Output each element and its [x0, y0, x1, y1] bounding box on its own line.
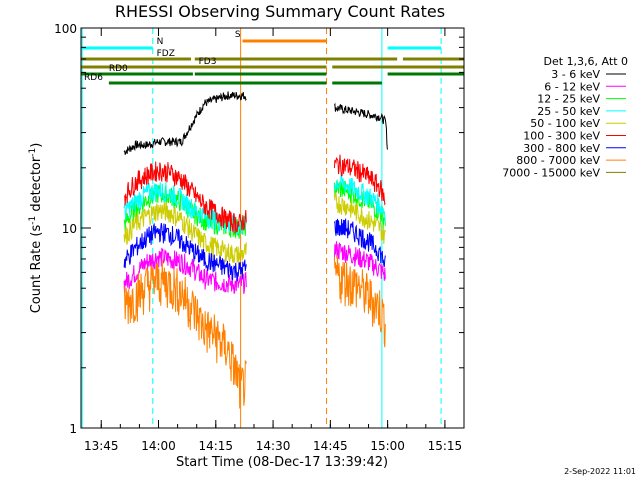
- x-tick-label: 15:15: [428, 439, 463, 453]
- flag-label-rd0: RD0: [109, 64, 128, 74]
- legend-label: 3 - 6 keV: [551, 68, 600, 81]
- series-line-6-1: [333, 218, 386, 267]
- y-tick-label: 1: [69, 422, 77, 436]
- series-line-5-1: [333, 154, 386, 206]
- legend-label: 50 - 100 keV: [530, 117, 600, 130]
- y-tick-label: 10: [62, 222, 77, 236]
- x-axis-label: Start Time (08-Dec-17 13:39:42): [176, 455, 388, 470]
- series-line-3-0: [123, 182, 247, 236]
- flag-label-s: S: [235, 30, 241, 40]
- flag-label-rd6: RD6: [84, 73, 103, 83]
- series-line-4-0: [123, 201, 247, 266]
- flag-label-fdz: FDZ: [157, 49, 175, 59]
- legend-label: 7000 - 15000 keV: [502, 166, 600, 179]
- legend-label: 800 - 7000 keV: [516, 154, 600, 167]
- legend-label: 100 - 300 keV: [523, 130, 600, 143]
- series-line-4-1: [333, 191, 386, 244]
- x-tick-label: 14:00: [141, 439, 176, 453]
- flag-label-n: N: [157, 37, 164, 47]
- x-tick-label: 13:45: [84, 439, 119, 453]
- series-line-7-1: [333, 255, 386, 348]
- series-line-1-0: [123, 247, 247, 295]
- x-tick-label: 14:30: [256, 439, 291, 453]
- series-line-7-0: [123, 259, 247, 409]
- y-tick-label: 100: [54, 22, 77, 36]
- series-line-6-0: [123, 222, 247, 282]
- flag-label-fd3: FD3: [199, 57, 217, 67]
- x-tick-label: 14:45: [313, 439, 348, 453]
- series-line-3-1: [333, 173, 386, 223]
- legend-label: 12 - 25 keV: [537, 93, 600, 106]
- chart-title: RHESSI Observing Summary Count Rates: [115, 2, 445, 21]
- x-tick-label: 14:15: [198, 439, 233, 453]
- legend-label: 6 - 12 keV: [544, 80, 600, 93]
- footer-timestamp: 2-Sep-2022 11:01: [564, 467, 636, 476]
- legend-label: 25 - 50 keV: [537, 105, 600, 118]
- legend-header: Det 1,3,6, Att 0: [544, 55, 628, 68]
- y-axis-label: Count Rate (s-1 detector-1): [28, 143, 44, 314]
- legend-label: 300 - 800 keV: [523, 142, 600, 155]
- series-line-0-1: [333, 102, 388, 150]
- series-line-0-0: [123, 91, 247, 155]
- x-tick-label: 15:00: [370, 439, 405, 453]
- series-line-5-0: [123, 161, 247, 234]
- series-line-1-1: [333, 241, 386, 281]
